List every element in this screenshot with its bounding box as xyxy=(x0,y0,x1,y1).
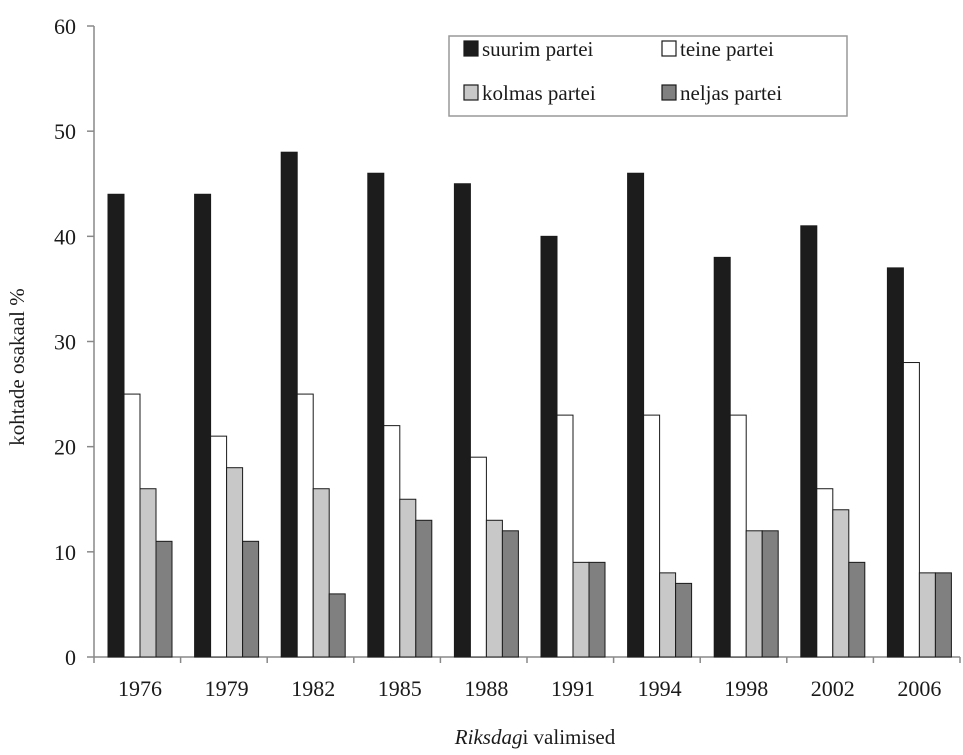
y-tick-label: 0 xyxy=(65,645,76,670)
bar-kolmas-partei-1991 xyxy=(572,561,590,658)
bar-kolmas-partei-1982 xyxy=(312,488,330,658)
bar-neljas-partei-2002 xyxy=(848,561,866,658)
bar-teine-partei-2006 xyxy=(902,362,920,658)
y-tick-label: 20 xyxy=(54,435,76,460)
bar-neljas-partei-1991 xyxy=(588,561,606,658)
bar-neljas-partei-1998 xyxy=(761,530,779,658)
y-tick-label: 40 xyxy=(54,224,76,249)
bar-suurim-partei-1994 xyxy=(627,172,645,658)
bar-teine-partei-1982 xyxy=(296,393,314,658)
bar-kolmas-partei-2006 xyxy=(918,572,936,658)
bar-teine-partei-1988 xyxy=(469,456,487,658)
legend-label-neljas-partei: neljas partei xyxy=(680,81,782,105)
legend-swatch-teine-partei xyxy=(661,40,677,57)
bar-kolmas-partei-1985 xyxy=(399,498,417,658)
bar-neljas-partei-1994 xyxy=(675,582,693,658)
bar-teine-partei-1985 xyxy=(383,425,401,658)
legend-label-suurim-partei: suurim partei xyxy=(482,37,594,61)
x-axis: 1976 1979 1982 1985 1988 1991 1994 1998 2002 2006 xyxy=(93,656,961,701)
x-tick-label: 1994 xyxy=(638,676,682,701)
x-tick-label: 1985 xyxy=(378,676,422,701)
legend-label-kolmas-partei: kolmas partei xyxy=(482,81,596,105)
bar-suurim-partei-1976 xyxy=(107,193,125,658)
bar-suurim-partei-1979 xyxy=(194,193,212,658)
bar-neljas-partei-1982 xyxy=(328,593,346,658)
bar-teine-partei-1991 xyxy=(556,414,574,658)
legend-swatch-neljas-partei xyxy=(661,84,677,101)
bar-kolmas-partei-1988 xyxy=(485,519,503,658)
x-tick-label: 2006 xyxy=(897,676,941,701)
y-tick-label: 50 xyxy=(54,119,76,144)
y-tick-label: 10 xyxy=(54,540,76,565)
x-tick-label: 1979 xyxy=(205,676,249,701)
bar-suurim-partei-2006 xyxy=(886,267,904,658)
legend-label-teine-partei: teine partei xyxy=(680,37,774,61)
legend-frame xyxy=(448,35,848,117)
bar-teine-partei-1998 xyxy=(729,414,747,658)
x-axis-title-rest: i valimised xyxy=(522,725,615,749)
bar-kolmas-partei-1998 xyxy=(745,530,763,658)
bar-teine-partei-1979 xyxy=(210,435,228,658)
y-tick-label: 60 xyxy=(54,14,76,39)
x-axis-title: Riksdagi valimised xyxy=(454,725,616,749)
bars xyxy=(107,151,952,658)
legend-swatch-suurim-partei xyxy=(463,40,479,57)
legend-swatch-kolmas-partei xyxy=(463,84,479,101)
bar-neljas-partei-1976 xyxy=(155,540,173,658)
bar-kolmas-partei-2002 xyxy=(832,509,850,658)
bar-suurim-partei-1998 xyxy=(713,256,731,658)
bar-suurim-partei-2002 xyxy=(800,225,818,658)
bar-teine-partei-1994 xyxy=(643,414,661,658)
bar-teine-partei-2002 xyxy=(816,488,834,658)
y-tick-label: 30 xyxy=(54,330,76,355)
bar-suurim-partei-1985 xyxy=(367,172,385,658)
x-tick-label: 2002 xyxy=(811,676,855,701)
bar-kolmas-partei-1976 xyxy=(139,488,157,658)
bar-suurim-partei-1988 xyxy=(453,183,471,658)
x-tick-label: 1988 xyxy=(464,676,508,701)
bar-neljas-partei-1979 xyxy=(242,540,260,658)
bar-suurim-partei-1991 xyxy=(540,235,558,658)
legend: suurim partei teine partei kolmas partei ne… xyxy=(448,35,848,117)
x-tick-label: 1982 xyxy=(291,676,335,701)
bar-kolmas-partei-1979 xyxy=(226,467,244,658)
bar-neljas-partei-2006 xyxy=(934,572,952,658)
bar-neljas-partei-1985 xyxy=(415,519,433,658)
x-tick-label: 1998 xyxy=(724,676,768,701)
x-tick-label: 1976 xyxy=(118,676,162,701)
y-axis: 0 10 20 30 40 50 60 xyxy=(54,14,95,670)
bar-suurim-partei-1982 xyxy=(280,151,298,658)
y-axis-title: kohtade osakaal % xyxy=(5,288,29,445)
bar-teine-partei-1976 xyxy=(123,393,141,658)
x-axis-title-italic: Riksdag xyxy=(454,725,523,749)
x-tick-label: 1991 xyxy=(551,676,595,701)
bar-neljas-partei-1988 xyxy=(501,530,519,658)
bar-kolmas-partei-1994 xyxy=(659,572,677,658)
